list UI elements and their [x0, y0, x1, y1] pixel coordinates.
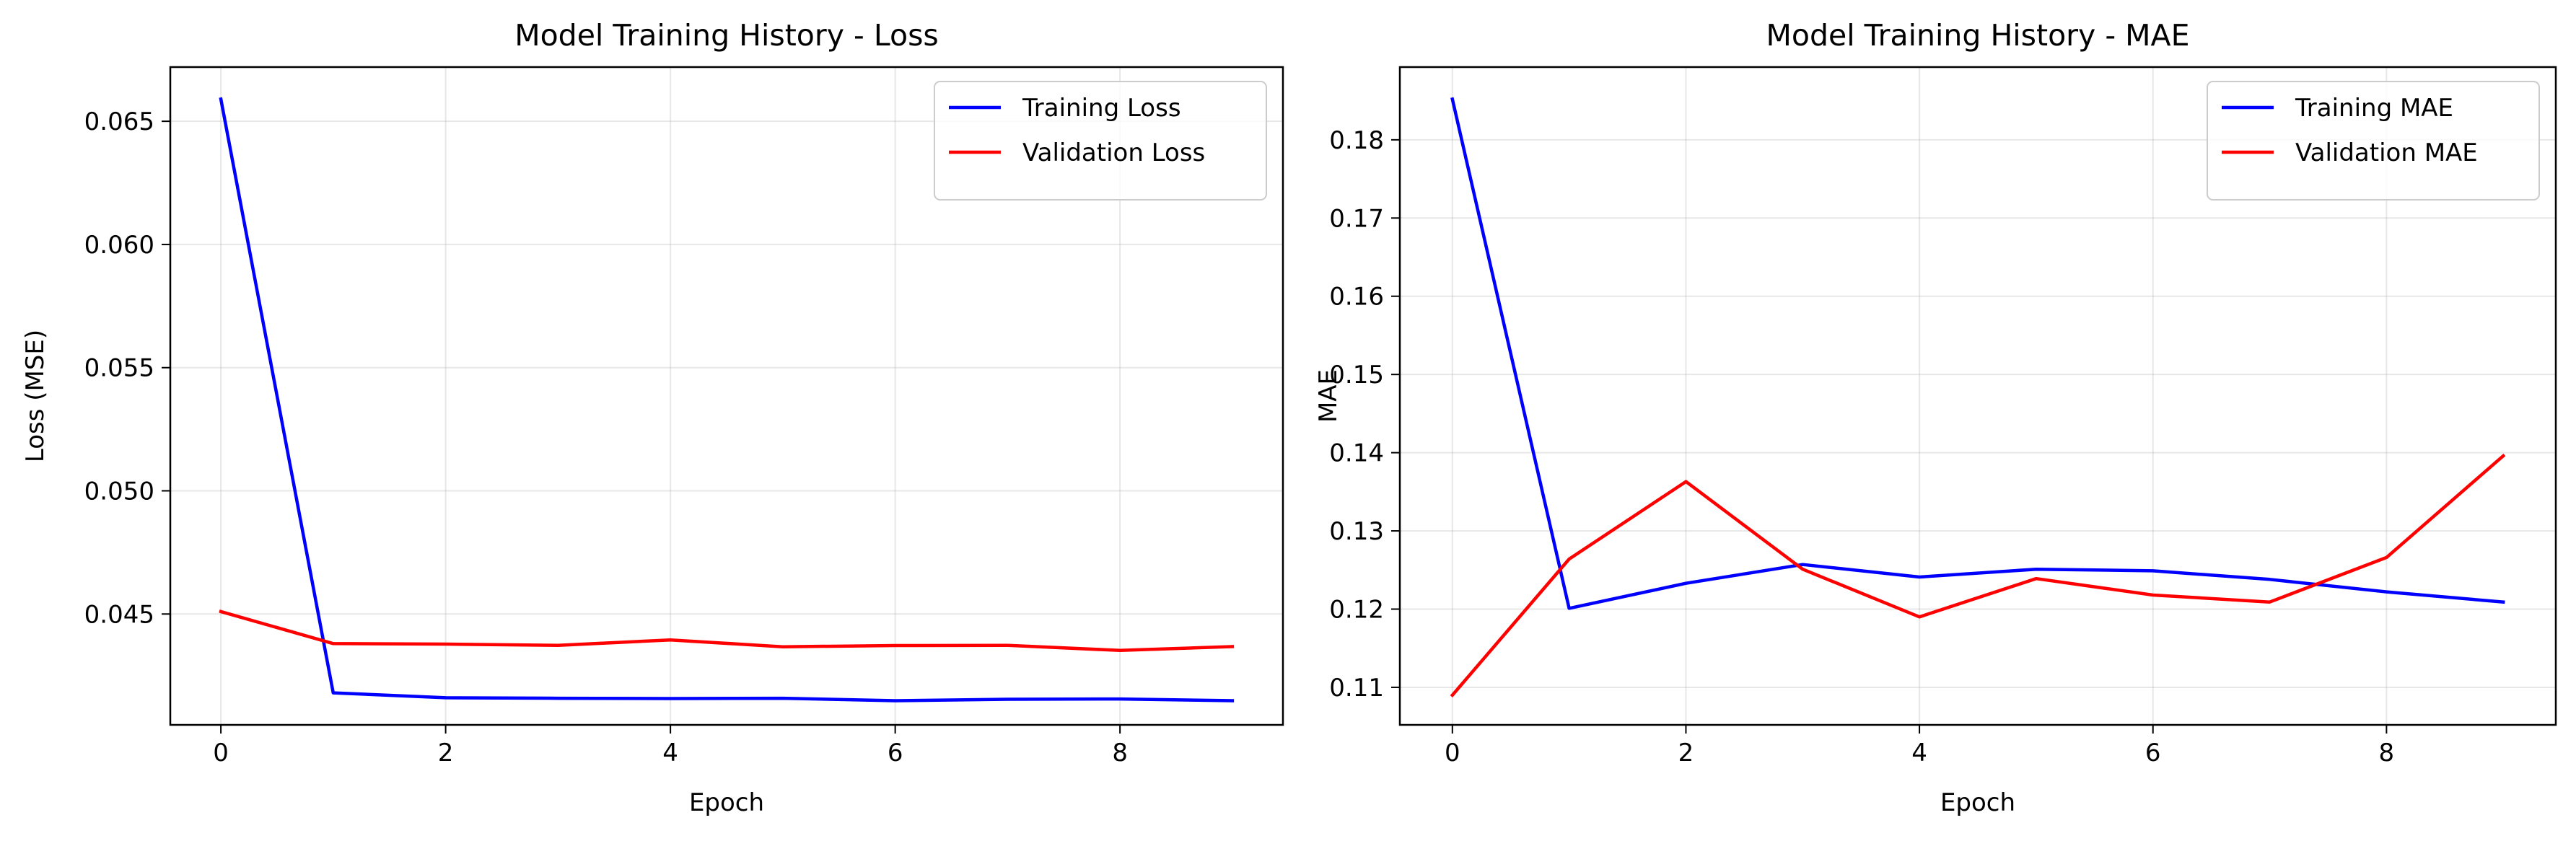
y-tick-label: 0.050 — [84, 477, 154, 506]
legend-label: Validation Loss — [1022, 138, 1205, 167]
legend-label: Training Loss — [1022, 94, 1181, 123]
plot-frame — [169, 66, 1284, 726]
legend-label: Validation MAE — [2295, 138, 2478, 167]
series-line-validation-mae — [1450, 453, 2506, 697]
series-line-training-mae — [1450, 97, 2505, 610]
y-tick-label: 0.18 — [1329, 126, 1384, 155]
x-tick-label: 2 — [1678, 739, 1694, 767]
x-tick-label: 0 — [1445, 739, 1460, 767]
x-tick-label: 8 — [2379, 739, 2395, 767]
x-tick-label: 0 — [213, 739, 229, 767]
y-tick-label: 0.12 — [1329, 596, 1384, 625]
y-tick-label: 0.045 — [84, 600, 154, 629]
x-axis-label: Epoch — [1940, 788, 2015, 817]
x-tick-label: 4 — [1911, 739, 1927, 767]
y-tick-label: 0.15 — [1329, 361, 1384, 389]
x-axis-label: Epoch — [689, 788, 764, 817]
chart-title: Model Training History - Loss — [514, 18, 939, 53]
legend-box — [2207, 81, 2540, 201]
legend-label: Training MAE — [2295, 94, 2453, 123]
y-tick-label: 0.060 — [84, 231, 154, 260]
chart-title: Model Training History - MAE — [1766, 18, 2190, 53]
series-line-validation-loss — [219, 609, 1235, 653]
y-tick-label: 0.055 — [84, 354, 154, 383]
series-line-training-loss — [219, 97, 1235, 703]
y-axis-label: MAE — [1314, 369, 1343, 423]
legend-box — [934, 81, 1267, 201]
y-tick-label: 0.16 — [1329, 283, 1384, 312]
legend: Training Loss Validation Loss — [934, 81, 1267, 201]
x-tick-label: 4 — [662, 739, 678, 767]
y-tick-label: 0.065 — [84, 107, 154, 136]
x-tick-label: 6 — [2145, 739, 2161, 767]
y-tick-label: 0.11 — [1329, 674, 1384, 703]
x-tick-label: 8 — [1112, 739, 1128, 767]
y-tick-label: 0.17 — [1329, 204, 1384, 233]
x-tick-label: 2 — [438, 739, 454, 767]
y-tick-label: 0.14 — [1329, 439, 1384, 468]
y-tick-label: 0.13 — [1329, 517, 1384, 546]
y-axis-label: Loss (MSE) — [21, 330, 50, 462]
loss-chart-panel: 0 2 4 6 8 0.045 0.050 0.055 0.060 0.065 Model Trai… — [21, 18, 1284, 817]
mae-chart-panel: 0 2 4 6 8 0.11 0.12 0.13 0.14 0.15 0.16 0.17 0.18 Mod… — [1314, 18, 2557, 817]
legend: Training MAE Validation MAE — [2207, 81, 2540, 201]
plot-frame — [1398, 66, 2557, 726]
x-tick-label: 6 — [888, 739, 903, 767]
